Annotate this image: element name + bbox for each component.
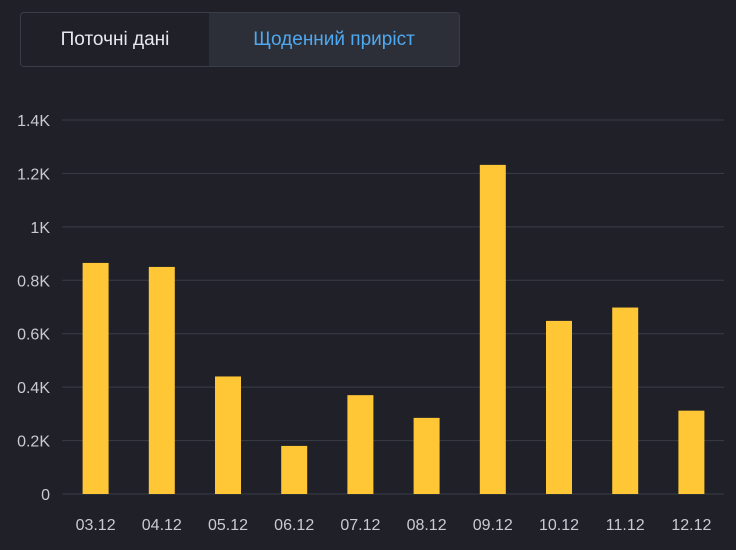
- bar[interactable]: [479, 164, 506, 494]
- x-tick-label: 10.12: [539, 517, 579, 534]
- y-tick-label: 1K: [30, 220, 50, 237]
- x-axis-ticks: 03.12 04.12 05.12 06.12 07.12 08.12 09.12 10.12…: [76, 517, 712, 534]
- x-tick-label: 07.12: [340, 517, 380, 534]
- x-tick-label: 04.12: [142, 517, 182, 534]
- bar[interactable]: [281, 445, 308, 494]
- y-tick-label: 0: [41, 487, 50, 504]
- bar[interactable]: [678, 410, 705, 494]
- x-tick-label: 09.12: [473, 517, 513, 534]
- bar[interactable]: [82, 262, 109, 494]
- x-tick-label: 11.12: [606, 517, 645, 534]
- bar[interactable]: [413, 417, 440, 494]
- x-tick-label: 03.12: [76, 517, 116, 534]
- y-tick-label: 0.8K: [17, 273, 50, 290]
- bar[interactable]: [347, 395, 374, 494]
- x-tick-label: 08.12: [407, 517, 447, 534]
- tab-bar: Поточні дані Щоденний приріст: [20, 12, 460, 67]
- tab-current-data[interactable]: Поточні дані: [21, 13, 209, 66]
- x-tick-label: 06.12: [274, 517, 314, 534]
- y-tick-label: 0.2K: [17, 434, 50, 451]
- x-tick-label: 05.12: [208, 517, 248, 534]
- y-axis-ticks: 0 0.2K 0.4K 0.6K 0.8K 1K 1.2K 1.4K: [17, 113, 50, 504]
- bar[interactable]: [148, 266, 175, 494]
- x-tick-label: 12.12: [671, 517, 711, 534]
- bars: [82, 164, 705, 494]
- bar[interactable]: [215, 376, 241, 494]
- y-tick-label: 1.4K: [17, 113, 50, 130]
- y-tick-label: 0.6K: [17, 327, 50, 344]
- tab-daily-increase[interactable]: Щоденний приріст: [209, 13, 459, 66]
- bar[interactable]: [612, 307, 639, 494]
- y-tick-label: 0.4K: [17, 380, 50, 397]
- y-tick-label: 1.2K: [17, 166, 50, 183]
- bar[interactable]: [546, 320, 572, 494]
